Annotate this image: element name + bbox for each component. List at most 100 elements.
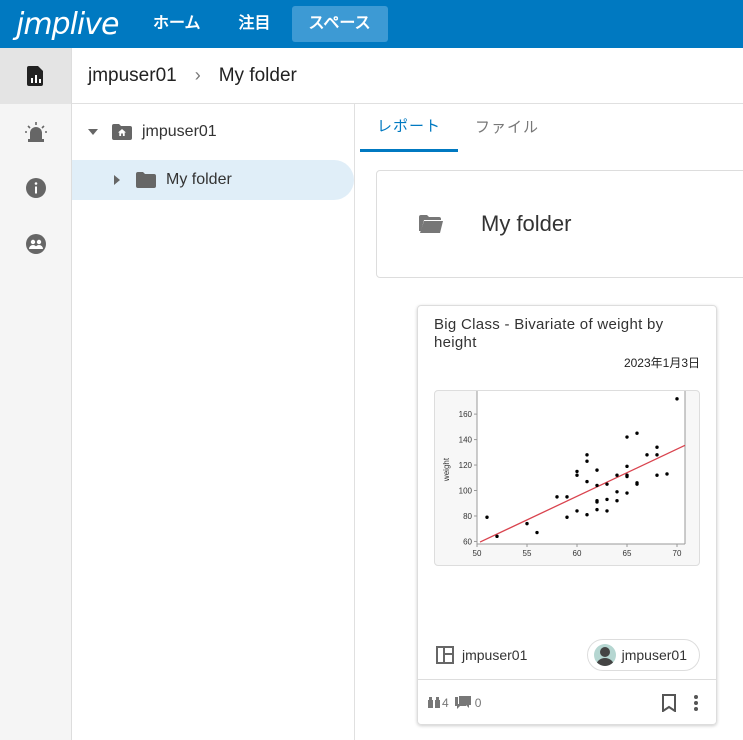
info-icon [25,178,46,198]
report-title[interactable]: Big Class - Bivariate of weight by heigh… [434,316,664,351]
tree-child-label: My folder [166,171,232,188]
nav-home[interactable]: ホーム [153,15,201,32]
jmp-live-logo[interactable]: jmplive [16,6,119,42]
tree-item-root[interactable]: jmpuser01 [72,112,354,152]
data-point [655,473,659,477]
x-tick-label: 65 [623,549,632,558]
data-point [595,483,599,488]
data-point [495,534,499,539]
y-axis-label: weight [442,457,451,482]
fit-line [479,444,686,543]
data-point [575,473,579,477]
data-point [625,464,629,469]
data-point [535,530,539,535]
data-point [585,479,589,484]
folder-icon [136,172,156,188]
tree-item-my-folder[interactable]: My folder [72,160,354,200]
data-point [575,469,579,474]
data-point [595,500,599,504]
report-thumbnail[interactable]: 50 55 60 65 70 60 80 100 120 140 160 weight [434,390,700,566]
comment-icon[interactable] [454,695,471,710]
data-point [615,490,619,494]
data-point [525,521,529,526]
side-rail [0,48,72,740]
rail-reports[interactable] [0,48,71,104]
space-owner: jmpuser01 [462,647,528,663]
data-point [485,515,489,519]
x-tick-label: 70 [673,549,682,558]
x-tick-label: 60 [573,549,582,558]
data-point [585,513,589,517]
y-tick-label: 80 [463,512,472,521]
folder-tree: jmpuser01 My folder [72,104,355,740]
report-space[interactable]: jmpuser01 [436,646,527,664]
publisher-chip[interactable]: jmpuser01 [586,639,700,671]
chevron-right-icon: › [194,65,201,85]
data-point [585,459,589,463]
caret-down-icon[interactable] [88,129,98,135]
breadcrumb-user[interactable]: jmpuser01 [88,64,177,86]
data-point [645,453,649,457]
y-tick-label: 140 [459,436,473,445]
data-point [665,472,669,476]
data-point [585,453,589,457]
data-point [565,495,569,499]
scatter-chart: 50 55 60 65 70 60 80 100 120 140 160 weight [442,391,686,558]
y-tick-label: 120 [459,461,473,470]
rail-groups[interactable] [0,216,71,272]
data-point [655,445,659,449]
groups-icon [25,234,46,254]
report-date: 2023年1月3日 [623,356,700,370]
data-point [555,495,559,499]
nav-featured[interactable]: 注目 [238,15,271,32]
nav-spaces[interactable]: スペース [291,6,388,42]
y-tick-label: 60 [463,537,472,546]
data-point [625,491,629,495]
x-tick-label: 55 [523,549,532,558]
main-content: レポート ファイル My folder Big Class - Bivariat… [355,104,743,740]
data-point [595,468,599,472]
tab-reports[interactable]: レポート [360,104,459,152]
data-point [565,515,569,519]
rail-info[interactable] [0,160,71,216]
rail-alerts[interactable] [0,104,71,160]
data-point [655,453,659,457]
report-card[interactable]: Big Class - Bivariate of weight by heigh… [417,305,717,725]
avatar [593,644,616,666]
card-footer: 4 0 [418,679,716,725]
breadcrumb-folder[interactable]: My folder [218,64,297,86]
view-count: 4 [442,695,449,710]
caret-right-icon[interactable] [114,175,120,185]
data-point [625,474,629,479]
top-bar: jmplive ホーム 注目 スペース [0,0,743,48]
folder-header-card: My folder [376,170,743,278]
publisher-name: jmpuser01 [621,647,687,663]
bookmark-icon[interactable] [662,693,676,712]
data-point [625,435,629,439]
data-point [615,499,619,503]
tab-files[interactable]: ファイル [475,119,540,136]
data-point [595,507,599,512]
binoculars-icon [428,697,440,708]
data-point [605,509,609,513]
report-icon [26,66,43,86]
data-point [615,473,619,477]
tab-bar: レポート ファイル [355,104,743,152]
data-point [635,482,639,486]
data-point [605,482,609,486]
y-tick-label: 160 [459,410,473,419]
data-point [635,431,639,435]
folder-open-icon [419,215,443,233]
data-point [605,497,609,502]
layout-icon [436,646,454,664]
y-tick-label: 100 [459,487,473,496]
breadcrumb: jmpuser01 › My folder [72,48,743,104]
plot-area [477,391,685,544]
home-folder-icon [112,124,132,140]
x-tick-label: 50 [473,549,482,558]
tree-root-label: jmpuser01 [142,123,217,140]
more-vert-icon[interactable] [694,694,698,711]
comment-count: 0 [474,695,482,710]
alert-icon [24,122,47,142]
folder-title: My folder [481,211,572,236]
